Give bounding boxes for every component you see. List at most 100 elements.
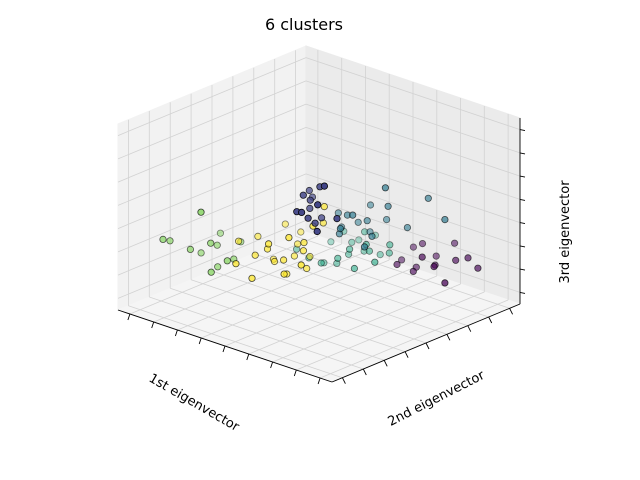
x-tick bbox=[425, 342, 430, 350]
data-point-cluster-4 bbox=[197, 208, 205, 216]
data-point-cluster-3 bbox=[386, 241, 394, 249]
data-point-cluster-1 bbox=[306, 196, 314, 204]
grid-line-z-wall bbox=[117, 173, 307, 253]
y-axis-label: 2nd eigenvector bbox=[386, 368, 488, 430]
chart-title: 6 clusters bbox=[265, 15, 343, 34]
grid-line-y-floor bbox=[129, 235, 319, 315]
data-point-cluster-3 bbox=[350, 264, 358, 273]
grid-line-z-wall bbox=[305, 150, 521, 223]
data-point-cluster-2 bbox=[381, 184, 389, 192]
data-point-cluster-3 bbox=[327, 238, 335, 246]
data-point-cluster-5 bbox=[279, 256, 288, 264]
data-point-cluster-4 bbox=[197, 249, 205, 257]
data-point-cluster-0 bbox=[450, 239, 459, 247]
data-point-cluster-1 bbox=[306, 204, 314, 212]
grid-lines bbox=[117, 50, 521, 379]
data-point-cluster-0 bbox=[409, 243, 417, 251]
data-point-cluster-1 bbox=[313, 227, 321, 236]
grid-line-z-wall bbox=[305, 57, 521, 130]
z-tick bbox=[519, 198, 526, 201]
tick-marks bbox=[127, 129, 526, 385]
grid-line-y-floor bbox=[177, 251, 366, 331]
grid-line-z-wall bbox=[305, 173, 521, 247]
data-point-cluster-3 bbox=[355, 236, 363, 244]
grid-line-z-wall bbox=[117, 220, 307, 299]
grid-line-z-wall bbox=[117, 80, 307, 160]
data-point-cluster-3 bbox=[348, 238, 356, 246]
data-points bbox=[159, 182, 482, 287]
grid-line-z-wall bbox=[305, 80, 521, 154]
data-point-cluster-0 bbox=[464, 254, 472, 262]
y-tick bbox=[151, 321, 155, 329]
grid-line-z-wall bbox=[305, 103, 521, 177]
data-point-cluster-1 bbox=[305, 186, 313, 195]
z-tick bbox=[519, 291, 526, 294]
grid-line-y-floor bbox=[224, 267, 414, 347]
data-point-cluster-0 bbox=[432, 252, 440, 260]
x-tick bbox=[383, 360, 388, 367]
data-point-cluster-4 bbox=[213, 241, 221, 249]
y-tick bbox=[317, 377, 321, 385]
data-point-cluster-5 bbox=[290, 252, 298, 260]
grid-line-z-wall bbox=[305, 196, 521, 270]
data-point-cluster-5 bbox=[235, 237, 243, 245]
data-point-cluster-3 bbox=[385, 249, 393, 257]
grid-line-y-floor bbox=[272, 283, 461, 363]
data-point-cluster-4 bbox=[159, 235, 167, 243]
z-axis-label: 3rd eigenvector bbox=[558, 180, 573, 284]
data-point-cluster-1 bbox=[297, 208, 306, 216]
data-point-cluster-5 bbox=[320, 203, 328, 211]
grid-line-y-floor bbox=[319, 299, 509, 379]
data-point-cluster-1 bbox=[314, 201, 322, 209]
x-tick bbox=[362, 368, 367, 376]
data-point-cluster-0 bbox=[393, 260, 401, 269]
data-point-cluster-4 bbox=[216, 229, 224, 237]
data-point-cluster-2 bbox=[441, 216, 449, 224]
data-point-cluster-3 bbox=[317, 259, 325, 267]
data-point-cluster-2 bbox=[403, 224, 411, 232]
data-point-cluster-4 bbox=[207, 268, 215, 276]
data-point-cluster-5 bbox=[285, 234, 293, 242]
x-axis-label: 1st eigenvector bbox=[146, 371, 242, 435]
grid-line-z-wall bbox=[117, 57, 307, 136]
grid-line-z-wall bbox=[305, 127, 521, 200]
data-point-cluster-0 bbox=[397, 256, 406, 264]
x-tick bbox=[488, 316, 493, 324]
data-point-cluster-3 bbox=[345, 245, 354, 253]
z-tick bbox=[519, 268, 526, 271]
data-point-cluster-2 bbox=[360, 243, 369, 251]
data-point-cluster-5 bbox=[248, 274, 256, 282]
grid-line-z-wall bbox=[117, 150, 307, 229]
x-tick bbox=[341, 377, 346, 384]
data-point-cluster-3 bbox=[365, 247, 373, 255]
data-point-cluster-1 bbox=[299, 191, 307, 199]
y-tick bbox=[127, 313, 131, 321]
grid-line-y-floor bbox=[248, 275, 437, 355]
data-point-cluster-2 bbox=[354, 218, 362, 226]
data-point-cluster-2 bbox=[336, 225, 344, 233]
data-point-cluster-4 bbox=[214, 263, 222, 271]
data-point-cluster-5 bbox=[251, 251, 259, 259]
data-point-cluster-1 bbox=[304, 214, 312, 222]
data-point-cluster-0 bbox=[452, 256, 460, 264]
data-point-cluster-0 bbox=[474, 264, 482, 272]
data-point-cluster-5 bbox=[297, 228, 305, 236]
data-point-cluster-5 bbox=[280, 270, 288, 278]
data-point-cluster-5 bbox=[293, 240, 302, 248]
data-point-cluster-4 bbox=[207, 239, 215, 247]
grid-line-z-wall bbox=[117, 127, 307, 206]
data-point-cluster-4 bbox=[186, 245, 194, 253]
y-tick bbox=[174, 329, 178, 337]
data-point-cluster-2 bbox=[384, 202, 392, 210]
data-point-cluster-0 bbox=[418, 253, 426, 261]
x-tick bbox=[509, 308, 514, 315]
grid-line-y-floor bbox=[201, 259, 390, 339]
x-tick bbox=[404, 351, 409, 358]
data-point-cluster-2 bbox=[349, 211, 357, 219]
data-point-cluster-5 bbox=[303, 264, 311, 273]
data-point-cluster-0 bbox=[441, 279, 449, 287]
grid-line-z-wall bbox=[117, 196, 307, 276]
x-tick bbox=[467, 325, 472, 332]
data-point-cluster-5 bbox=[281, 220, 289, 228]
